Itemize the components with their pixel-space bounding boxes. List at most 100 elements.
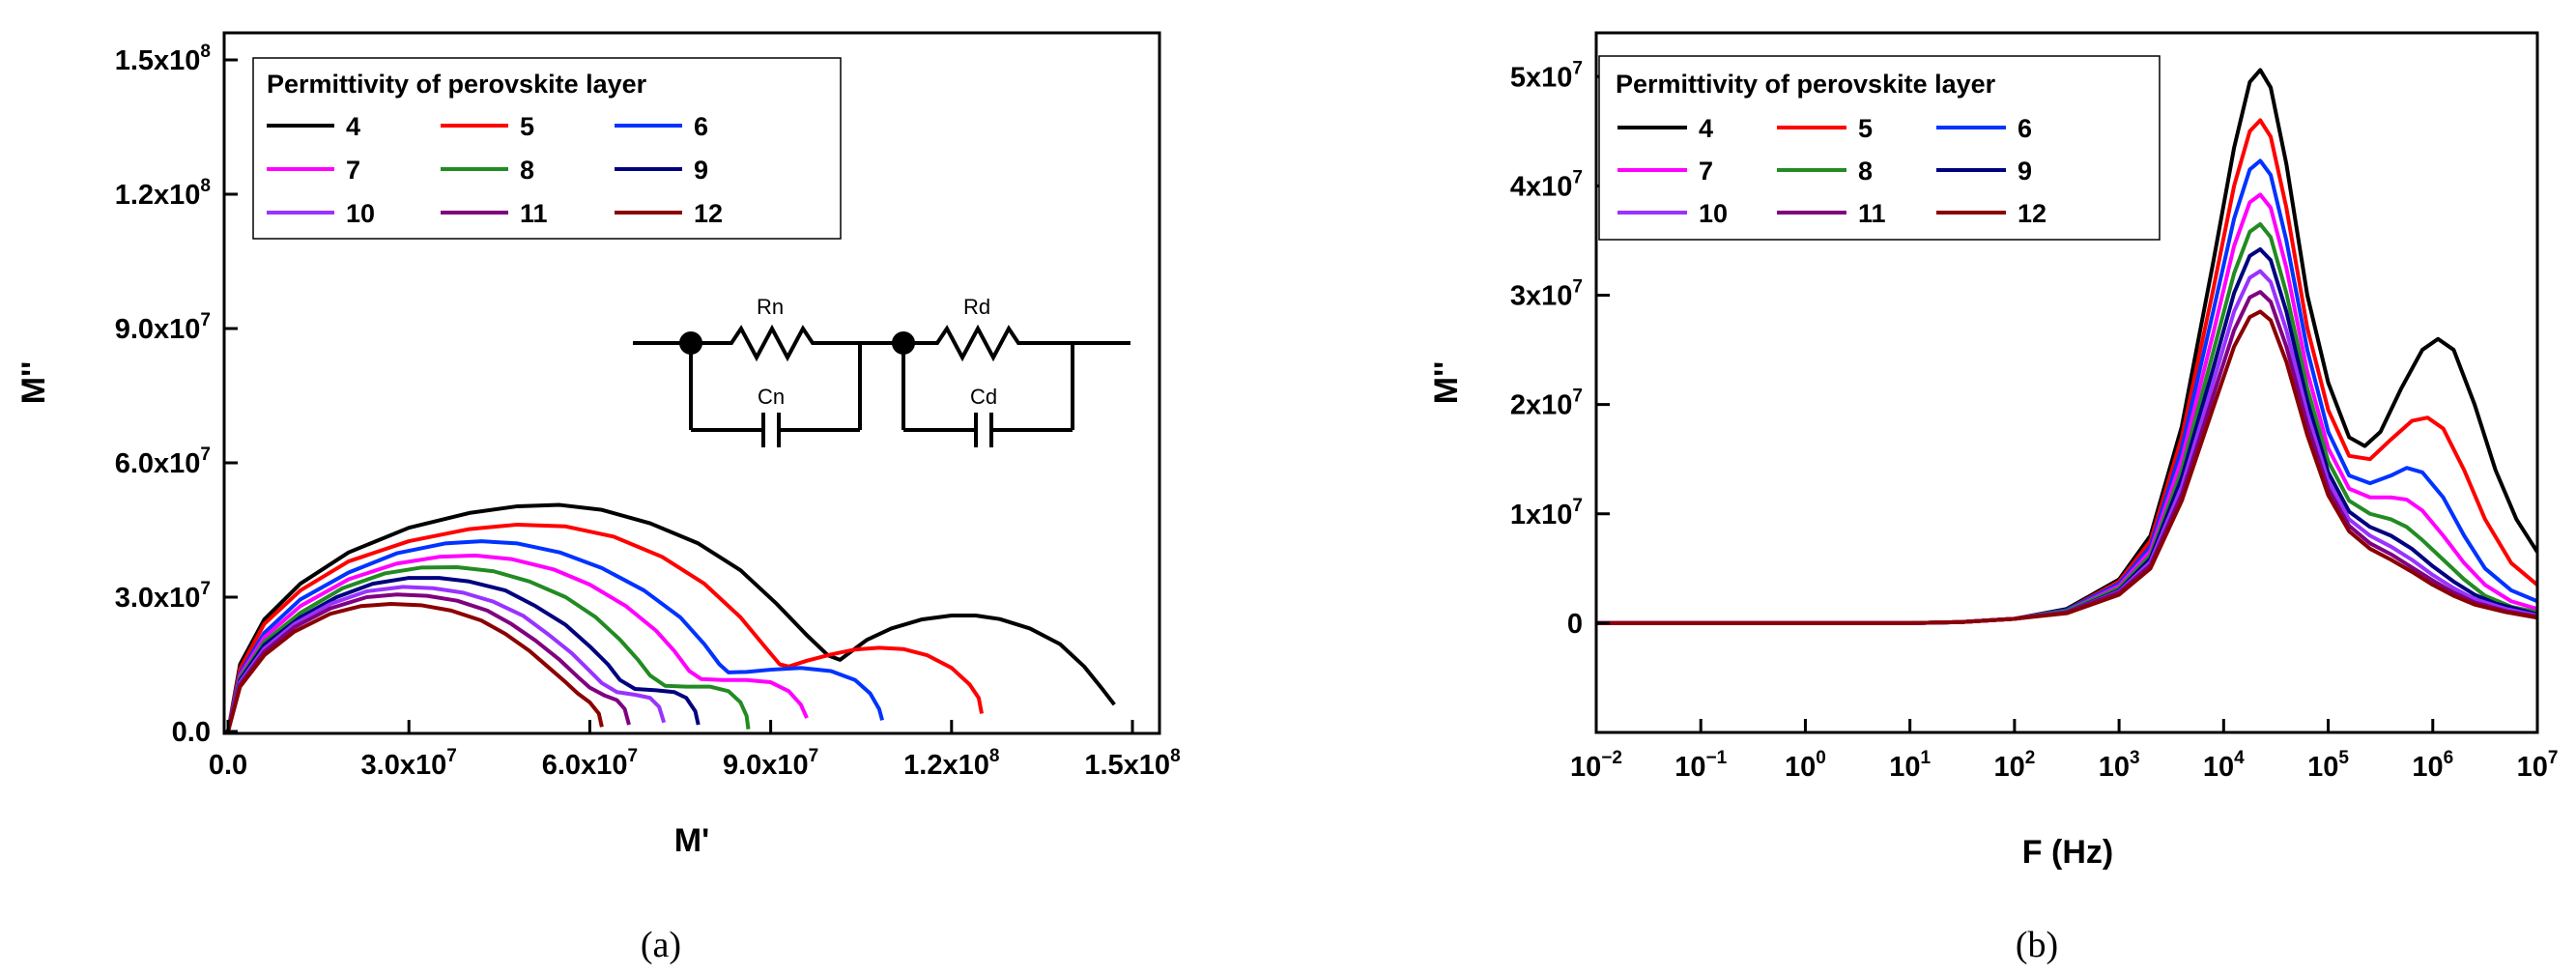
series-line bbox=[226, 585, 667, 732]
y-tick-label-exponent: 7 bbox=[200, 444, 211, 465]
resistor-rn bbox=[691, 324, 860, 362]
x-tick-label: 100 bbox=[1785, 748, 1826, 783]
legend-title-b: Permittivity of perovskite layer bbox=[1616, 70, 1996, 99]
y-tick-label: 2x107 bbox=[1510, 387, 1583, 421]
legend-box-b bbox=[1598, 55, 2161, 241]
x-tick-label: 0.0 bbox=[209, 750, 247, 781]
legend-label: 4 bbox=[1699, 114, 1713, 143]
series-line bbox=[226, 564, 751, 732]
x-tick-label-exponent: 1 bbox=[1921, 748, 1932, 768]
y-tick-label: 3.0x107 bbox=[115, 579, 211, 614]
plot-frame-a bbox=[222, 31, 1161, 735]
series-line bbox=[1596, 290, 2538, 625]
series-line bbox=[1596, 269, 2538, 625]
x-axis-b: 10−2 10−1 100 101 102 103 104 105 106 107 bbox=[1570, 719, 2558, 783]
series-line bbox=[1596, 309, 2538, 625]
x-tick-label-exponent: 4 bbox=[2234, 748, 2245, 768]
y-tick-label: 0 bbox=[1567, 609, 1583, 640]
legend-label: 12 bbox=[2018, 199, 2046, 228]
x-tick-label-exponent: −1 bbox=[1706, 748, 1728, 768]
y-tick-label: 6.0x107 bbox=[115, 444, 211, 479]
legend-box-a bbox=[252, 57, 842, 240]
x-axis-title-b: F (Hz) bbox=[2022, 834, 2113, 871]
series-line bbox=[226, 539, 884, 732]
x-tick-label-exponent: 2 bbox=[2025, 748, 2036, 768]
y-tick-label-exponent: 8 bbox=[200, 42, 211, 62]
series-line bbox=[226, 502, 1116, 732]
x-tick-label-exponent: 8 bbox=[989, 746, 1000, 766]
legend-a: Permittivity of perovskite layer 4 5 6 7 8 9 1… bbox=[252, 57, 842, 240]
legend-label: 4 bbox=[346, 112, 360, 141]
y-tick-label-mantissa: 0.0 bbox=[172, 717, 211, 748]
legend-label: 10 bbox=[1699, 199, 1728, 228]
circuit-label-cd: Cd bbox=[970, 385, 997, 409]
legend-label: 7 bbox=[1699, 157, 1713, 186]
x-tick-label: 103 bbox=[2099, 748, 2140, 783]
series-line bbox=[226, 601, 604, 732]
y-tick-label-exponent: 7 bbox=[1572, 387, 1583, 407]
y-tick-label-mantissa: 2x10 bbox=[1510, 390, 1573, 421]
series-line bbox=[226, 522, 984, 732]
x-tick-label-mantissa: 10 bbox=[2412, 752, 2443, 783]
x-tick-label: 3.0x107 bbox=[361, 746, 457, 781]
x-tick-label-exponent: 7 bbox=[809, 746, 819, 766]
x-axis-a: 0.0 3.0x107 6.0x107 9.0x107 1.2x108 1.5x10 8 bbox=[209, 720, 1181, 781]
y-tick-label: 0.0 bbox=[172, 717, 211, 748]
legend-label: 10 bbox=[346, 199, 375, 228]
x-tick-label-exponent: 7 bbox=[446, 746, 457, 766]
legend-label: 6 bbox=[2018, 114, 2032, 143]
x-tick-label: 9.0x107 bbox=[723, 746, 818, 781]
x-tick-label-exponent: −2 bbox=[1601, 748, 1622, 768]
y-tick-label-mantissa: 4x10 bbox=[1510, 171, 1573, 202]
plot-area-b bbox=[1596, 68, 2539, 625]
legend-label: 7 bbox=[346, 156, 360, 185]
circuit-label-rn: Rn bbox=[757, 295, 784, 319]
y-tick-label-mantissa: 3x10 bbox=[1510, 281, 1573, 312]
x-axis-title-a: M' bbox=[674, 822, 709, 859]
x-tick-label: 105 bbox=[2307, 748, 2349, 783]
x-tick-label-mantissa: 10 bbox=[1785, 752, 1816, 783]
x-tick-label: 6.0x107 bbox=[542, 746, 638, 781]
y-tick-label-exponent: 7 bbox=[1572, 277, 1583, 298]
x-tick-label: 106 bbox=[2412, 748, 2453, 783]
legend-label: 6 bbox=[694, 112, 708, 141]
resistor-rd bbox=[903, 324, 1073, 362]
y-tick-label-mantissa: 1.5x10 bbox=[115, 45, 201, 76]
y-axis-title-b: M'' bbox=[1428, 361, 1465, 405]
y-tick-label: 9.0x107 bbox=[115, 310, 211, 345]
x-tick-label-mantissa: 10 bbox=[1674, 752, 1705, 783]
series-line bbox=[226, 576, 701, 732]
y-tick-label-mantissa: 0 bbox=[1567, 609, 1583, 640]
x-tick-label-exponent: 7 bbox=[2548, 748, 2559, 768]
x-tick-label-exponent: 0 bbox=[1816, 748, 1826, 768]
y-tick-label-mantissa: 1.2x10 bbox=[115, 180, 201, 211]
equivalent-circuit bbox=[633, 324, 1131, 447]
y-tick-label-mantissa: 3.0x10 bbox=[115, 583, 201, 614]
legend-b: Permittivity of perovskite layer 4 5 6 7 8 9 1… bbox=[1598, 55, 2161, 241]
x-tick-label-mantissa: 10 bbox=[1889, 752, 1920, 783]
x-tick-label-mantissa: 1.5x10 bbox=[1084, 750, 1170, 781]
y-tick-label: 1.2x108 bbox=[115, 176, 211, 211]
x-tick-label-exponent: 3 bbox=[2130, 748, 2140, 768]
plot-frame-b bbox=[1594, 31, 2539, 734]
plot-area-a bbox=[226, 502, 1116, 732]
caption-a: (a) bbox=[641, 925, 681, 965]
x-tick-label-mantissa: 10 bbox=[2203, 752, 2234, 783]
circuit-label-rd: Rd bbox=[963, 295, 990, 319]
legend-label: 8 bbox=[1858, 157, 1873, 186]
y-tick-label: 4x107 bbox=[1510, 167, 1583, 202]
x-tick-label-exponent: 7 bbox=[627, 746, 638, 766]
y-tick-label: 5x107 bbox=[1510, 58, 1583, 93]
y-tick-label-exponent: 7 bbox=[1572, 167, 1583, 187]
legend-label: 5 bbox=[1858, 114, 1873, 143]
legend-label: 11 bbox=[1858, 199, 1886, 228]
x-tick-label: 1.2x108 bbox=[903, 746, 999, 781]
y-tick-label: 3x107 bbox=[1510, 277, 1583, 312]
legend-label: 11 bbox=[520, 199, 548, 228]
legend-label: 12 bbox=[694, 199, 723, 228]
caption-b: (b) bbox=[2016, 925, 2058, 965]
x-tick-label-mantissa: 10 bbox=[2099, 752, 2130, 783]
